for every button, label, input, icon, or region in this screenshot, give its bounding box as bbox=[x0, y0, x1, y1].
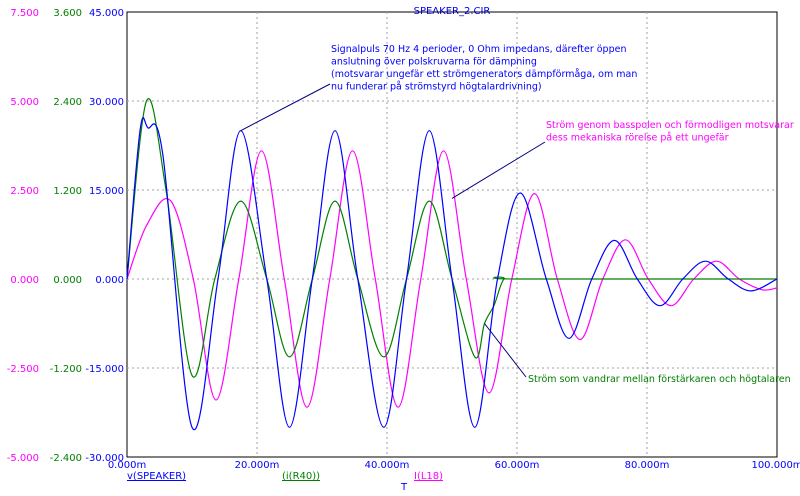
y-tick-label: -2.400 bbox=[50, 453, 82, 464]
y-tick-label: 5.000 bbox=[10, 97, 39, 108]
annotation-text: Signalpuls 70 Hz 4 perioder, 0 Ohm imped… bbox=[331, 44, 627, 55]
annotation-text: Ström genom basspolen och förmodligen mo… bbox=[546, 120, 794, 131]
annotation-text: anslutning över polskruvarna för dämpnin… bbox=[331, 57, 537, 68]
annotation-text: dess mekaniska rörelse på ett ungefär bbox=[546, 133, 729, 144]
series-line bbox=[126, 98, 777, 378]
y-tick-label: 3.600 bbox=[53, 8, 82, 19]
x-tick-label: 40.000m bbox=[365, 460, 410, 471]
legend-entry: (i(R40)) bbox=[282, 471, 320, 482]
annotation-leader-line bbox=[484, 323, 527, 378]
annotation-leader-line bbox=[451, 141, 546, 199]
legend: v(SPEAKER) (i(R40)) I(L18) bbox=[127, 471, 443, 482]
y-tick-label: 7.500 bbox=[10, 8, 39, 19]
legend-entry: I(L18) bbox=[414, 471, 443, 482]
x-tick-label: 100.000m bbox=[751, 460, 800, 471]
y-tick-label: -15.000 bbox=[85, 364, 124, 375]
annotation-text: (motsvarar ungefär ett strömgenerators d… bbox=[331, 69, 637, 80]
y-tick-label: -30.000 bbox=[85, 453, 124, 464]
y-tick-label: -2.500 bbox=[7, 364, 39, 375]
x-tick-label: 20.000m bbox=[235, 460, 280, 471]
legend-entry: v(SPEAKER) bbox=[127, 471, 186, 482]
y-tick-label: 30.000 bbox=[89, 97, 124, 108]
y-tick-label: 45.000 bbox=[89, 8, 124, 19]
plot-frame bbox=[126, 11, 778, 458]
y-axis-tick-labels: 7.500 5.000 2.500 0.000 -2.500 -5.000 3.600 2.4… bbox=[7, 8, 124, 464]
x-tick-label: 60.000m bbox=[495, 460, 540, 471]
y-tick-label: 1.200 bbox=[53, 186, 82, 197]
y-tick-label: 2.400 bbox=[53, 97, 82, 108]
x-tick-label: 80.000m bbox=[625, 460, 670, 471]
x-axis-tick-labels: 0.000m 20.000m 40.000m 60.000m 80.000m 100.00… bbox=[108, 460, 800, 471]
y-tick-label: 0.000 bbox=[53, 275, 82, 286]
plot-border bbox=[126, 11, 778, 458]
y-tick-label: 15.000 bbox=[89, 186, 124, 197]
y-tick-label: 0.000 bbox=[95, 275, 124, 286]
y-tick-label: 0.000 bbox=[10, 275, 39, 286]
series-line bbox=[126, 117, 778, 431]
y-tick-label: -1.200 bbox=[50, 364, 82, 375]
x-axis-label: T bbox=[400, 482, 408, 493]
annotations: Signalpuls 70 Hz 4 perioder, 0 Ohm imped… bbox=[240, 44, 794, 385]
annotation-leader-line bbox=[240, 83, 331, 132]
y-tick-label: 2.500 bbox=[10, 186, 39, 197]
annotation-text: nu funderar på strömstyrd högtalardrivni… bbox=[331, 82, 542, 93]
annotation-text: Ström som vandrar mellan förstärkaren oc… bbox=[528, 374, 791, 385]
y-tick-label: -5.000 bbox=[7, 453, 39, 464]
x-tick-label: 0.000m bbox=[108, 460, 146, 471]
series-lines bbox=[126, 98, 778, 431]
